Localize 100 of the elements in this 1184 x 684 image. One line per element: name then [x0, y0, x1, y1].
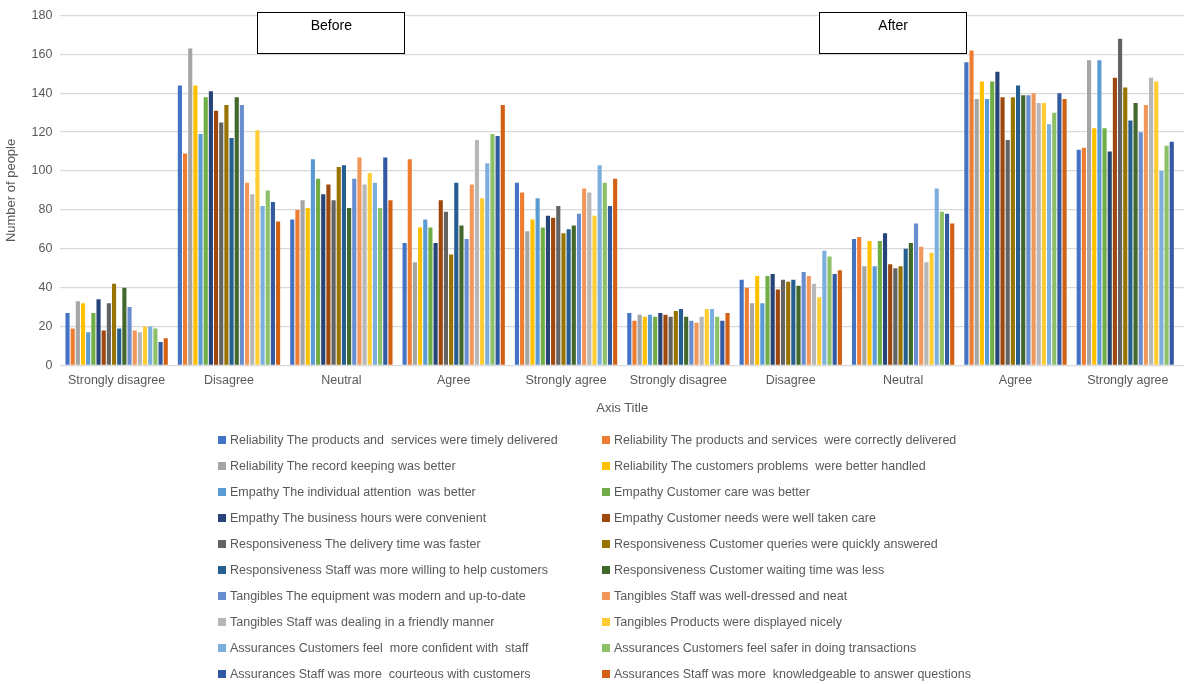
- bar: [514, 182, 520, 365]
- bar: [341, 165, 346, 365]
- bar: [153, 328, 158, 365]
- bar: [1062, 99, 1067, 365]
- bar: [699, 316, 704, 365]
- legend-label: Responsiveness Customer queries were quickly answered: [614, 536, 938, 551]
- bar: [775, 289, 780, 365]
- bar: [1000, 97, 1005, 365]
- bar: [1046, 124, 1052, 365]
- bar: [449, 254, 454, 365]
- bar: [418, 227, 423, 365]
- bar: [1026, 95, 1031, 365]
- bar: [832, 274, 837, 365]
- bar: [709, 309, 715, 365]
- annotation: After: [878, 17, 908, 33]
- bar: [326, 184, 331, 365]
- bar: [265, 190, 270, 365]
- bar: [91, 312, 96, 365]
- bar: [653, 316, 658, 365]
- bar: [423, 219, 428, 365]
- bar: [1021, 95, 1026, 365]
- bar: [428, 227, 433, 365]
- bar: [689, 320, 694, 365]
- bar: [106, 303, 111, 365]
- bar: [720, 320, 725, 365]
- bar: [443, 211, 449, 365]
- bar: [749, 303, 755, 365]
- bar: [310, 159, 315, 365]
- bar: [193, 85, 198, 365]
- bar: [969, 50, 974, 365]
- y-tick-label: 140: [31, 85, 53, 100]
- bar: [642, 316, 647, 365]
- bar: [1128, 120, 1133, 365]
- bar: [990, 81, 995, 365]
- bar: [407, 159, 412, 365]
- bar: [1010, 97, 1015, 365]
- bar: [1092, 128, 1097, 365]
- bar: [1107, 151, 1112, 365]
- bar: [454, 182, 459, 365]
- legend-label: Assurances Staff was more courteous with customers: [230, 666, 531, 681]
- legend-label: Assurances Staff was more knowledgeable to answer questions: [614, 666, 971, 681]
- bar: [1086, 60, 1092, 365]
- bar: [188, 48, 193, 365]
- bar: [127, 307, 132, 365]
- bar: [148, 326, 153, 365]
- bar: [964, 62, 969, 365]
- bar: [1031, 93, 1036, 365]
- bar: [295, 209, 300, 365]
- bar: [500, 104, 505, 365]
- bar: [704, 309, 709, 365]
- bar: [882, 233, 888, 365]
- bar: [837, 270, 842, 365]
- bar: [1143, 104, 1148, 365]
- bar: [276, 221, 281, 365]
- bar: [208, 91, 213, 365]
- bar: [101, 330, 106, 365]
- legend-label: Tangibles Staff was dealing in a friendly manner: [230, 614, 495, 629]
- bar: [234, 97, 239, 365]
- bar: [1154, 81, 1159, 365]
- bar: [75, 301, 80, 365]
- annotation: Before: [310, 17, 352, 33]
- bar: [893, 268, 898, 365]
- bar: [613, 178, 618, 365]
- bar: [224, 104, 229, 365]
- bar: [806, 275, 811, 365]
- bar: [372, 182, 377, 365]
- bar: [597, 165, 602, 365]
- bar: [627, 312, 632, 365]
- bar: [780, 279, 786, 365]
- bar: [347, 207, 352, 365]
- bar: [770, 274, 775, 365]
- bar: [525, 231, 530, 365]
- bar: [1159, 171, 1164, 365]
- bar: [1036, 102, 1041, 365]
- x-tick-label: Strongly agree: [1087, 373, 1169, 388]
- legend-label: Assurances Customers feel safer in doing transactions: [614, 640, 917, 655]
- bar: [877, 240, 882, 365]
- bar: [658, 312, 663, 365]
- bar: [582, 188, 587, 365]
- y-tick-label: 60: [38, 241, 53, 256]
- bar: [490, 134, 495, 365]
- legend-label: Responsiveness Staff was more willing to help customers: [230, 562, 548, 577]
- legend-label: Reliability The customers problems were better handled: [614, 458, 926, 473]
- bar: [739, 279, 744, 365]
- bar: [1052, 112, 1057, 365]
- bar: [725, 312, 730, 365]
- bar: [903, 248, 908, 365]
- bar: [684, 316, 689, 365]
- bar: [86, 332, 91, 365]
- bar: [485, 163, 490, 365]
- x-tick-label: Neutral: [321, 373, 362, 388]
- y-axis-title: Number of people: [3, 138, 19, 243]
- bar: [872, 266, 877, 365]
- bar: [694, 322, 699, 365]
- y-tick-label: 40: [38, 280, 53, 295]
- legend-label: Assurances Customers feel more confident with staff: [230, 640, 529, 655]
- x-tick-label: Strongly agree: [525, 373, 607, 388]
- bar: [383, 157, 388, 365]
- y-tick-label: 160: [31, 46, 53, 61]
- legend-label: Reliability The products and services were correctly delivered: [614, 432, 957, 447]
